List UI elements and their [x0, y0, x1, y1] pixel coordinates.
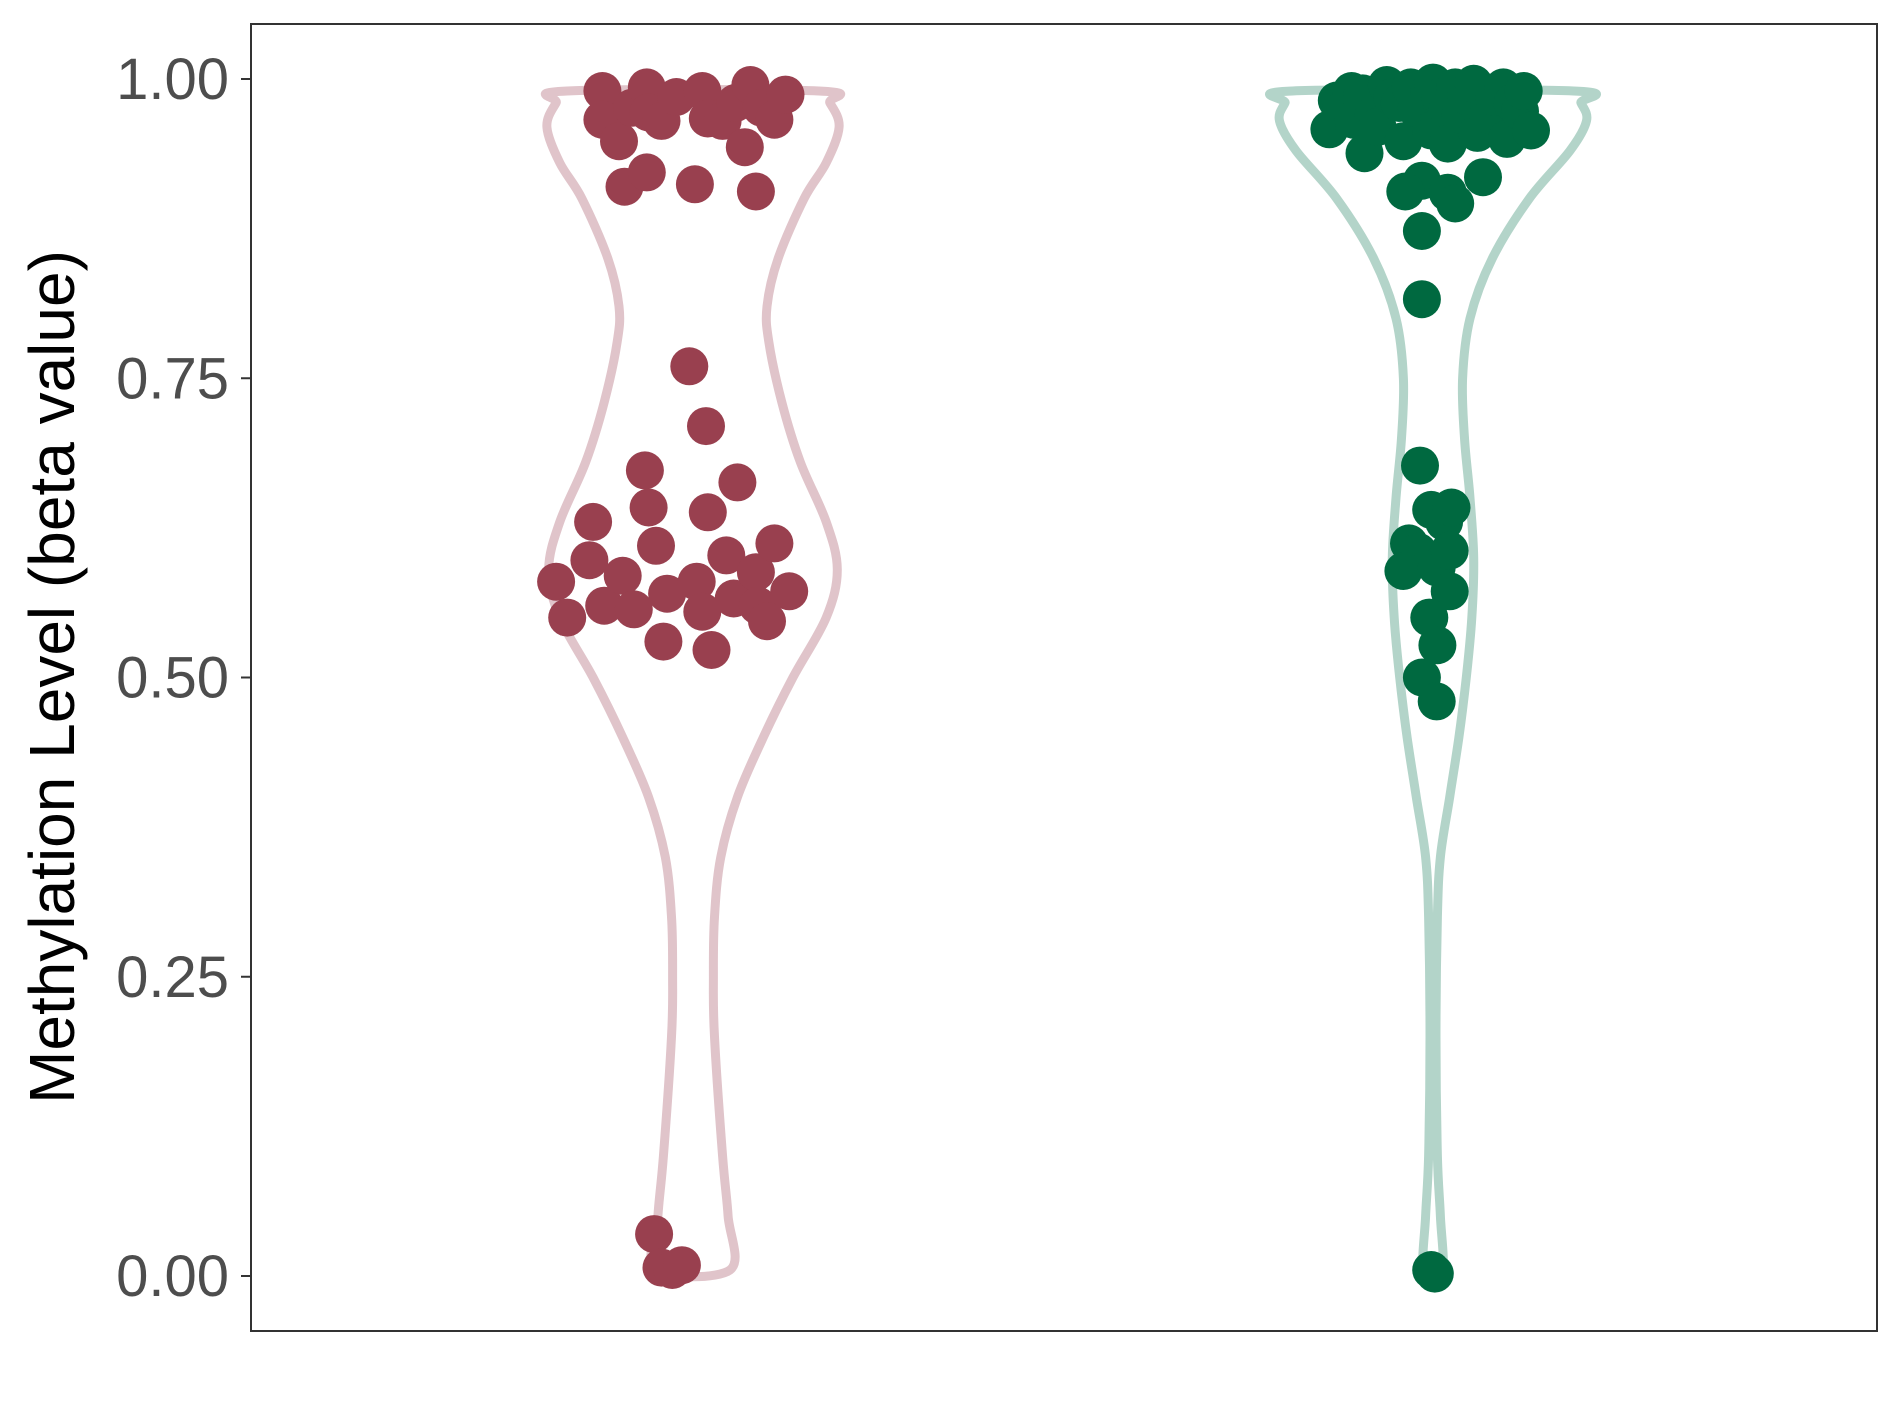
- points-layer: [537, 63, 1550, 1293]
- data-point-group-1: [570, 541, 609, 580]
- y-tick-label: 1.00: [116, 47, 229, 112]
- data-point-group-2: [1417, 682, 1456, 721]
- data-point-group-1: [725, 128, 764, 167]
- data-point-group-1: [677, 562, 716, 601]
- data-point-group-2: [1512, 111, 1550, 150]
- data-point-group-2: [1428, 124, 1467, 163]
- y-axis: 0.00 0.25 0.50 0.75 1.00: [116, 47, 251, 1309]
- data-point-group-2: [1402, 212, 1441, 250]
- data-point-group-1: [766, 75, 805, 114]
- data-point-group-1: [755, 524, 794, 563]
- y-tick-label: 0.50: [116, 646, 229, 711]
- data-point-group-1: [683, 592, 722, 631]
- data-point-group-1: [718, 463, 757, 502]
- y-tick-label: 0.75: [116, 346, 229, 411]
- data-point-group-2: [1436, 184, 1475, 223]
- data-point-group-2: [1464, 158, 1502, 197]
- data-point-group-1: [670, 347, 709, 386]
- data-point-group-1: [675, 165, 714, 204]
- data-point-group-2: [1504, 72, 1543, 110]
- data-point-group-1: [603, 556, 642, 595]
- data-point-group-1: [748, 602, 786, 641]
- data-point-group-1: [574, 502, 613, 541]
- y-tick-label: 0.00: [116, 1244, 229, 1309]
- data-point-group-1: [736, 172, 775, 211]
- data-point-group-1: [637, 526, 675, 565]
- data-point-group-2: [1430, 572, 1469, 611]
- data-point-group-2: [1432, 488, 1471, 527]
- data-point-group-2: [1401, 446, 1439, 485]
- data-point-group-2: [1415, 1254, 1454, 1293]
- data-point-group-1: [736, 553, 775, 592]
- data-point-group-1: [629, 488, 668, 527]
- data-point-group-1: [644, 622, 683, 661]
- data-point-group-2: [1402, 280, 1441, 319]
- data-point-group-1: [625, 451, 664, 490]
- data-point-group-2: [1430, 531, 1469, 570]
- data-point-group-2: [1418, 626, 1457, 665]
- data-point-group-1: [662, 1246, 701, 1285]
- data-point-group-1: [583, 72, 622, 110]
- y-tick-label: 0.25: [116, 945, 229, 1010]
- data-point-group-1: [687, 407, 725, 446]
- data-point-group-1: [770, 572, 809, 611]
- data-point-group-1: [627, 153, 666, 192]
- data-point-group-1: [585, 586, 624, 625]
- data-point-group-1: [707, 536, 746, 575]
- data-point-group-1: [600, 122, 638, 161]
- data-point-group-1: [537, 562, 576, 601]
- data-point-group-2: [1386, 172, 1425, 211]
- data-point-group-1: [635, 1215, 674, 1254]
- data-point-group-1: [688, 493, 727, 532]
- data-point-group-1: [548, 598, 587, 637]
- y-axis-title: Methylation Level (beta value): [16, 250, 88, 1104]
- data-point-group-1: [692, 631, 731, 669]
- data-point-group-1: [614, 590, 653, 629]
- data-point-group-2: [1384, 552, 1423, 590]
- data-point-group-1: [648, 574, 687, 613]
